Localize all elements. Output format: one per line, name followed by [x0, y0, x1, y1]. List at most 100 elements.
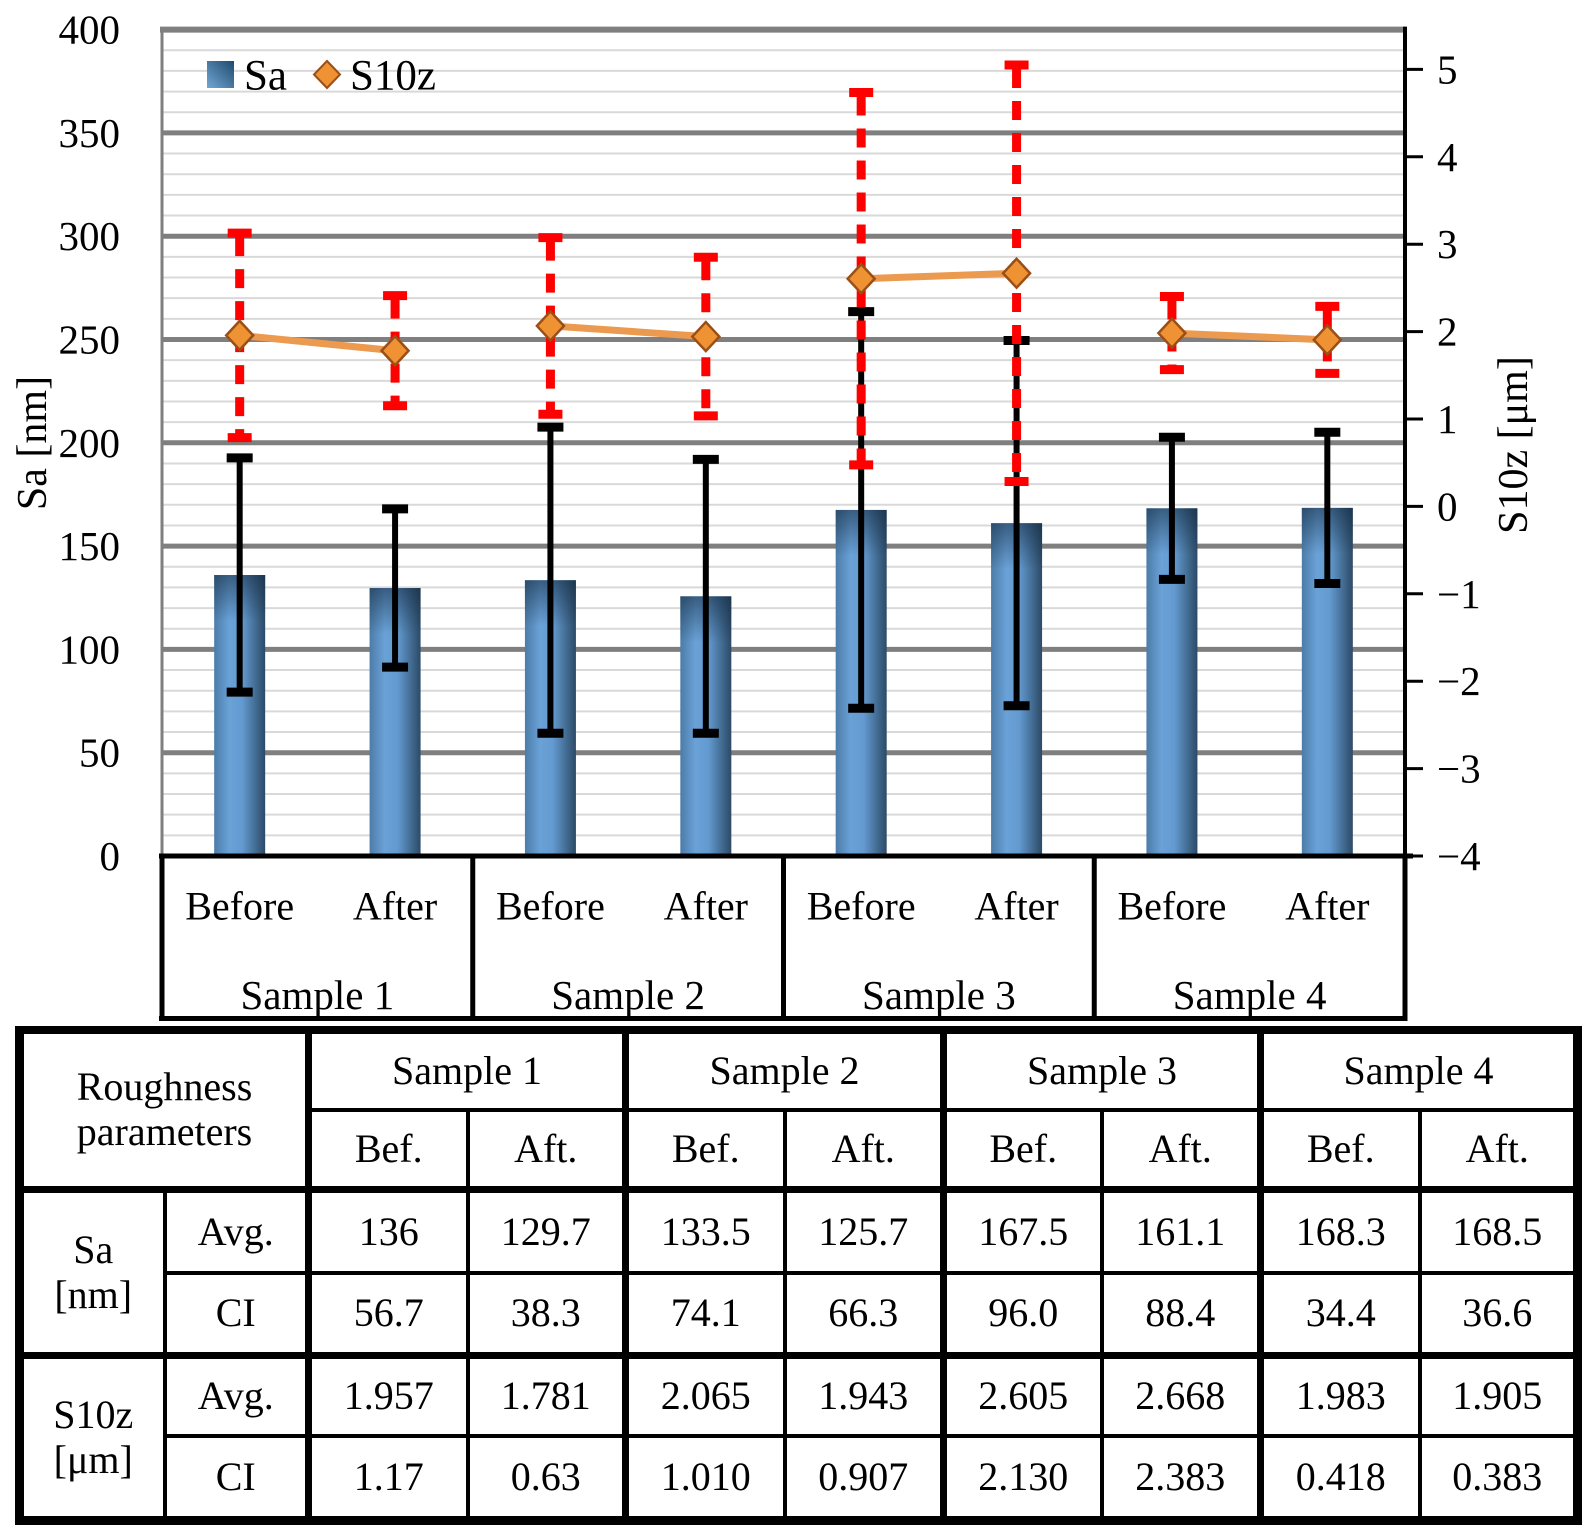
- right-axis-tick-label: −1: [1437, 571, 1481, 617]
- table-value-cell: 1.957: [305, 1352, 470, 1438]
- figure-root: { "chart_data": { "type": "bar", "subtyp…: [10, 6, 1582, 1525]
- table-value-cell: 1.943: [782, 1352, 946, 1438]
- legend-s10z-marker: [312, 59, 342, 90]
- category-label-after: After: [1285, 884, 1369, 929]
- left-axis-tick-label: 100: [59, 626, 121, 672]
- left-axis-tick-label: 200: [59, 420, 121, 466]
- s10z-diamond-marker: [1001, 256, 1032, 290]
- table-value-cell: 133.5: [622, 1186, 787, 1275]
- left-axis-tick-label: 400: [59, 7, 121, 53]
- table-value-cell: 2.065: [622, 1352, 787, 1438]
- left-axis-tick-label: 300: [59, 213, 121, 259]
- s10z-diamond-marker: [1312, 323, 1343, 357]
- table-value-cell: 38.3: [465, 1271, 628, 1358]
- s10z-diamond-marker: [535, 309, 566, 343]
- table-stat-label: Avg.: [162, 1186, 311, 1275]
- table-value-cell: 2.383: [1099, 1434, 1263, 1525]
- table-value-cell: 0.907: [782, 1434, 946, 1525]
- table-value-cell: 1.781: [465, 1352, 628, 1438]
- table-value-cell: 2.130: [940, 1434, 1104, 1525]
- s10z-line-segment: [239, 331, 396, 355]
- table-value-cell: 136: [305, 1186, 470, 1275]
- table-value-cell: 74.1: [622, 1271, 787, 1358]
- category-label-before: Before: [807, 884, 916, 929]
- table-value-cell: 0.383: [1417, 1434, 1582, 1525]
- table-value-cell: 167.5: [940, 1186, 1104, 1275]
- table-value-cell: 1.905: [1417, 1352, 1582, 1438]
- category-label-before: Before: [1118, 884, 1227, 929]
- right-axis-tick-label: −4: [1437, 833, 1481, 879]
- table-value-cell: 56.7: [305, 1271, 470, 1358]
- s10z-diamond-marker: [845, 262, 877, 296]
- category-label-after: After: [664, 884, 748, 929]
- table-value-cell: 2.605: [940, 1352, 1104, 1438]
- table-value-cell: 66.3: [782, 1271, 946, 1358]
- table-header-sample: Sample 4: [1257, 1026, 1582, 1112]
- table-header-period: Bef.: [622, 1108, 787, 1192]
- right-axis-tick-label: 4: [1437, 134, 1458, 180]
- table-corner-label: Roughness parameters: [15, 1026, 311, 1192]
- table-header-period: Bef.: [1257, 1108, 1422, 1192]
- table-value-cell: 2.668: [1099, 1352, 1263, 1438]
- table-value-cell: 168.5: [1417, 1186, 1582, 1275]
- legend-sa-swatch: [207, 61, 234, 88]
- right-axis-tick-label: 2: [1437, 309, 1458, 355]
- table-value-cell: 0.418: [1257, 1434, 1422, 1525]
- group-label-sample: Sample 4: [1173, 972, 1327, 1018]
- category-label-after: After: [353, 884, 437, 929]
- table-header-period: Aft.: [782, 1108, 946, 1192]
- group-label-sample: Sample 3: [862, 972, 1016, 1018]
- left-axis-title: Sa [nm]: [10, 376, 56, 510]
- table-param-label: S10z [μm]: [15, 1352, 167, 1525]
- s10z-diamond-marker: [1156, 316, 1188, 350]
- category-label-before: Before: [496, 884, 605, 929]
- roughness-table-container: Roughness parameters Sample 1 Sample 2 Sampl…: [15, 1026, 1582, 1525]
- legend-sa-label: Sa: [244, 53, 287, 100]
- s10z-diamond-marker: [224, 319, 255, 352]
- category-label-after: After: [974, 884, 1058, 929]
- group-label-sample: Sample 1: [241, 972, 395, 1018]
- table-value-cell: 1.17: [305, 1434, 470, 1525]
- table-header-period: Bef.: [940, 1108, 1104, 1192]
- s10z-line-segment: [1171, 329, 1328, 344]
- table-value-cell: 1.983: [1257, 1352, 1422, 1438]
- s10z-diamond-marker: [690, 320, 722, 353]
- right-axis-tick-label: −2: [1437, 658, 1481, 704]
- table-header-sample: Sample 3: [940, 1026, 1263, 1112]
- table-value-cell: 36.6: [1417, 1271, 1582, 1358]
- table-value-cell: 125.7: [782, 1186, 946, 1275]
- right-axis-tick-label: 0: [1437, 483, 1458, 529]
- table-header-period: Bef.: [305, 1108, 470, 1192]
- table-value-cell: 1.010: [622, 1434, 787, 1525]
- right-axis-tick-label: −3: [1437, 746, 1481, 792]
- right-axis-tick-label: 5: [1437, 46, 1458, 92]
- table-value-cell: 88.4: [1099, 1271, 1263, 1358]
- left-axis-tick-label: 0: [100, 833, 121, 879]
- right-axis-title: S10z [μm]: [1491, 356, 1537, 534]
- table-value-cell: 34.4: [1257, 1271, 1422, 1358]
- legend-s10z-label: S10z: [350, 53, 436, 100]
- table-value-cell: 161.1: [1099, 1186, 1263, 1275]
- table-param-label: Sa [nm]: [15, 1186, 167, 1358]
- table-value-cell: 0.63: [465, 1434, 628, 1525]
- table-header-period: Aft.: [1099, 1108, 1263, 1192]
- table-value-cell: 129.7: [465, 1186, 628, 1275]
- table-value-cell: 96.0: [940, 1271, 1104, 1358]
- category-label-before: Before: [185, 884, 294, 929]
- right-axis-tick-label: 3: [1437, 221, 1458, 267]
- right-axis-tick-label: 1: [1437, 396, 1458, 442]
- s10z-line-segment: [550, 322, 707, 341]
- s10z-diamond-marker: [379, 334, 411, 368]
- combo-chart: Sa S10z 0 50 100 150 200 250 300 350 400 Sa [nm] 5 4 3…: [10, 7, 1537, 1021]
- table-header-period: Aft.: [465, 1108, 628, 1192]
- table-stat-label: CI: [162, 1271, 311, 1358]
- s10z-line-segment: [861, 269, 1017, 283]
- left-axis-tick-label: 350: [59, 110, 121, 156]
- left-axis-tick-label: 50: [79, 730, 120, 776]
- group-label-sample: Sample 2: [551, 972, 705, 1018]
- left-axis-tick-label: 250: [59, 317, 121, 363]
- table-header-sample: Sample 1: [305, 1026, 628, 1112]
- table-header-period: Aft.: [1417, 1108, 1582, 1192]
- left-axis-tick-label: 150: [59, 523, 121, 569]
- roughness-table: Roughness parameters Sample 1 Sample 2 Sampl…: [15, 1026, 1582, 1525]
